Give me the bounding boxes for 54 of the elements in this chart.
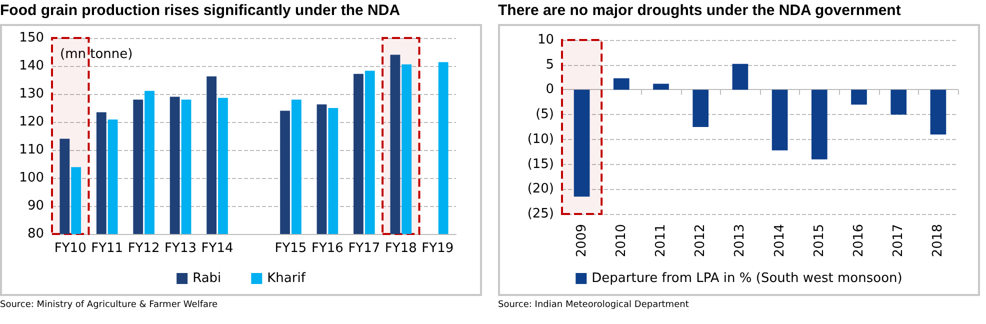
bar	[574, 90, 590, 197]
y-tick-label: 90	[27, 198, 44, 214]
bar	[890, 90, 907, 115]
x-tick-label: FY13	[164, 241, 197, 256]
y-tick-label: (20)	[527, 182, 554, 197]
y-tick-label: 10	[537, 32, 554, 48]
y-tick-label: (15)	[527, 156, 554, 172]
source-note: Source: Ministry of Agriculture & Farmer Welfare	[0, 300, 219, 310]
bar	[851, 90, 867, 105]
y-tick-label: 110	[19, 142, 44, 158]
x-tick-label: FY19	[422, 241, 454, 256]
y-tick-label: (10)	[527, 132, 554, 147]
x-tick-label: FY12	[128, 241, 160, 256]
x-tick-label: FY16	[311, 241, 344, 256]
source-note: Source: Indian Meteorological Department	[498, 300, 690, 310]
x-tick-label: FY17	[348, 241, 380, 256]
x-tick-label: 2013	[732, 224, 748, 258]
bar	[613, 78, 630, 90]
y-tick-label: 120	[19, 114, 44, 130]
x-tick-label: FY10	[54, 241, 86, 256]
x-tick-label: 2017	[891, 224, 906, 258]
x-tick-label: 2011	[654, 224, 668, 258]
chart-title: Food grain production rises significantly under the NDA	[0, 1, 402, 21]
y-tick-label: 130	[19, 86, 44, 102]
y-tick-label: 0	[546, 82, 554, 98]
x-tick-label: 2009	[574, 224, 590, 258]
x-tick-label: 2015	[812, 224, 827, 258]
bar	[653, 84, 669, 90]
y-tick-label: 80	[27, 226, 44, 242]
x-tick-label: 2010	[614, 224, 629, 258]
y-tick-label: 150	[19, 30, 44, 46]
bar	[732, 64, 748, 90]
y-tick-label: 140	[19, 58, 44, 74]
x-tick-label: 2012	[693, 224, 708, 258]
x-tick-label: FY18	[384, 241, 417, 256]
x-tick-label: FY14	[201, 241, 234, 256]
x-tick-label: 2014	[772, 224, 788, 258]
x-tick-label: FY15	[274, 241, 307, 256]
y-axis-title: (mn tonne)	[60, 47, 133, 62]
legend-label: Rabi	[192, 271, 222, 286]
bar	[811, 90, 828, 160]
x-tick-label: 2016	[852, 224, 866, 258]
legend-label: Departure from LPA in % (South west monsoon)	[592, 271, 902, 286]
y-tick-label: 100	[19, 170, 44, 186]
chart-title: There are no major droughts under the NDA government	[498, 1, 902, 21]
bar	[772, 90, 788, 150]
bar	[692, 90, 709, 127]
x-tick-label: 2018	[930, 224, 946, 258]
y-tick-label: 5	[546, 57, 554, 72]
legend-label: Kharif	[267, 271, 306, 286]
bar	[930, 90, 946, 134]
x-tick-label: FY11	[91, 241, 124, 256]
y-tick-label: (25)	[527, 206, 554, 222]
y-tick-label: (5)	[536, 107, 554, 122]
